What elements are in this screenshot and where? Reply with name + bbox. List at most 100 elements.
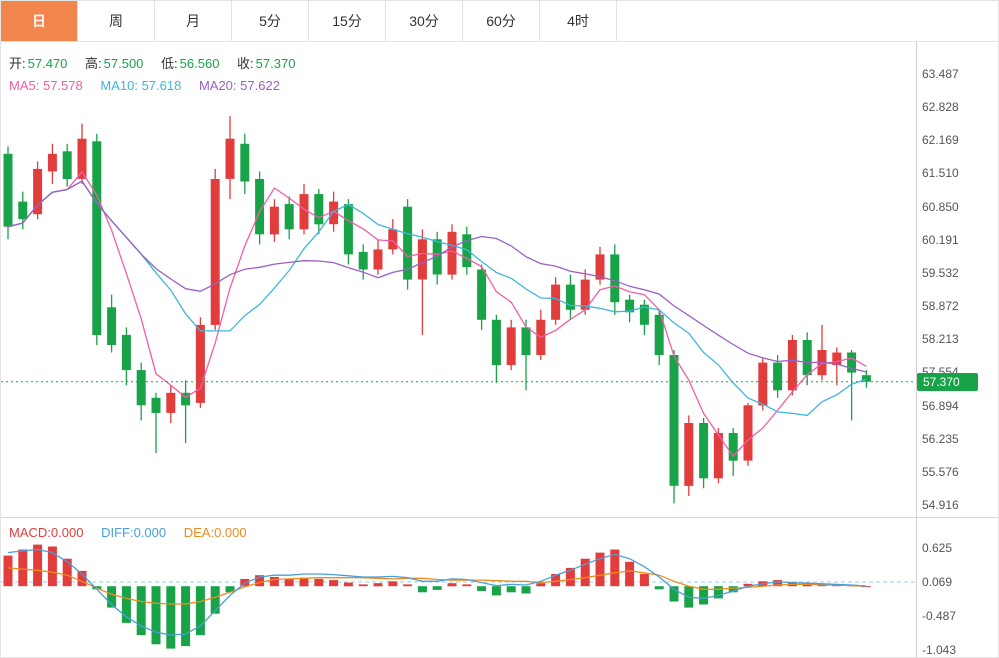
candle: [3, 153, 13, 227]
candle: [33, 168, 43, 215]
tab-month[interactable]: 月: [155, 1, 232, 41]
macd-bar: [343, 582, 353, 587]
dea-value-legend: DEA:0.000: [184, 525, 247, 540]
high-label: 高:: [85, 56, 102, 71]
price-axis-label: 62.169: [922, 133, 959, 147]
candle: [506, 327, 516, 366]
ohlc-high: 高: 57.500: [85, 56, 143, 71]
candle: [654, 314, 664, 355]
candle: [210, 179, 220, 325]
macd-bar: [595, 552, 605, 587]
tab-4hour[interactable]: 4时: [540, 1, 617, 41]
macd-bar: [403, 584, 413, 587]
candle: [462, 234, 472, 267]
candlestick-chart[interactable]: [1, 41, 916, 658]
low-value: 56.560: [179, 56, 220, 71]
macd-legend: MACD:0.000 DIFF:0.000 DEA:0.000: [9, 525, 261, 540]
tab-60min[interactable]: 60分: [463, 1, 540, 41]
macd-bar: [773, 580, 783, 587]
candle: [861, 375, 871, 382]
macd-bar: [491, 586, 501, 596]
macd-bar: [639, 574, 649, 587]
candle: [136, 370, 146, 406]
candle: [699, 423, 709, 479]
tab-15min[interactable]: 15分: [309, 1, 386, 41]
macd-bar: [329, 580, 339, 587]
tab-day[interactable]: 日: [1, 1, 78, 41]
candle: [758, 362, 768, 406]
high-value: 57.500: [103, 56, 144, 71]
ohlc-close: 收: 57.370: [237, 56, 295, 71]
candle: [521, 327, 531, 356]
macd-bar: [610, 549, 620, 587]
ma20-value: 57.622: [240, 78, 280, 93]
ohlc-low: 低: 56.560: [161, 56, 219, 71]
ma5-label: MA5:: [9, 78, 40, 93]
price-axis-label: 60.850: [922, 200, 959, 214]
macd-bar: [269, 577, 279, 587]
macd-bar: [462, 584, 472, 587]
candle: [417, 239, 427, 280]
ma10-legend: MA10: 57.618: [100, 78, 181, 93]
candle: [551, 284, 561, 320]
macd-bar: [625, 561, 635, 587]
open-label: 开:: [9, 56, 26, 71]
ma10-value: 57.618: [141, 78, 182, 93]
candle: [151, 397, 161, 413]
candle: [669, 355, 679, 486]
candle: [625, 299, 635, 313]
tab-30min[interactable]: 30分: [386, 1, 463, 41]
macd-bar: [358, 584, 368, 587]
candle: [373, 249, 383, 270]
macd-bar: [33, 544, 43, 587]
macd-axis-label: -0.487: [922, 609, 957, 623]
macd-bar: [432, 586, 442, 590]
macd-bar: [654, 586, 664, 590]
candle: [743, 405, 753, 461]
candle: [181, 392, 191, 406]
ma-legend: MA5: 57.578 MA10: 57.618 MA20: 57.622: [9, 78, 294, 93]
diff-label: DIFF:: [101, 525, 134, 540]
macd-bar: [565, 567, 575, 587]
macd-bar: [62, 558, 72, 587]
dea-value: 0.000: [214, 525, 247, 540]
macd-bar: [861, 586, 871, 588]
macd-bar: [728, 586, 738, 593]
macd-histogram: [3, 544, 871, 649]
macd-bar: [3, 555, 13, 587]
tab-week[interactable]: 周: [78, 1, 155, 41]
macd-bar: [373, 583, 383, 587]
price-axis-label: 59.532: [922, 266, 959, 280]
price-axis-label: 56.235: [922, 432, 959, 446]
macd-bar: [47, 546, 57, 587]
candle: [62, 151, 72, 179]
dea-label: DEA:: [183, 525, 215, 540]
candles-layer: [3, 116, 871, 504]
macd-bar: [181, 586, 191, 647]
macd-bar: [506, 586, 516, 593]
price-axis-label: 58.872: [922, 299, 959, 313]
price-axis-label: 60.191: [922, 233, 959, 247]
ma20-legend: MA20: 57.622: [199, 78, 280, 93]
ma5-value: 57.578: [42, 78, 83, 93]
candle: [225, 138, 235, 179]
candle: [47, 153, 57, 172]
price-axis-label: 58.213: [922, 332, 959, 346]
candle: [491, 319, 501, 366]
ma10-line: [7, 180, 867, 417]
candle: [358, 251, 368, 270]
diff-line: [7, 548, 867, 636]
candle: [329, 201, 339, 225]
macd-axis-label: -1.043: [922, 643, 957, 657]
candle: [195, 324, 205, 403]
candle: [684, 423, 694, 486]
candle: [314, 194, 324, 225]
macd-bar: [255, 575, 265, 587]
macd-bar: [551, 574, 561, 587]
tab-5min[interactable]: 5分: [232, 1, 309, 41]
macd-bar: [225, 586, 235, 593]
candle: [713, 433, 723, 479]
price-axis-line: [916, 41, 917, 657]
candle: [565, 284, 575, 310]
macd-label: MACD:: [9, 525, 51, 540]
